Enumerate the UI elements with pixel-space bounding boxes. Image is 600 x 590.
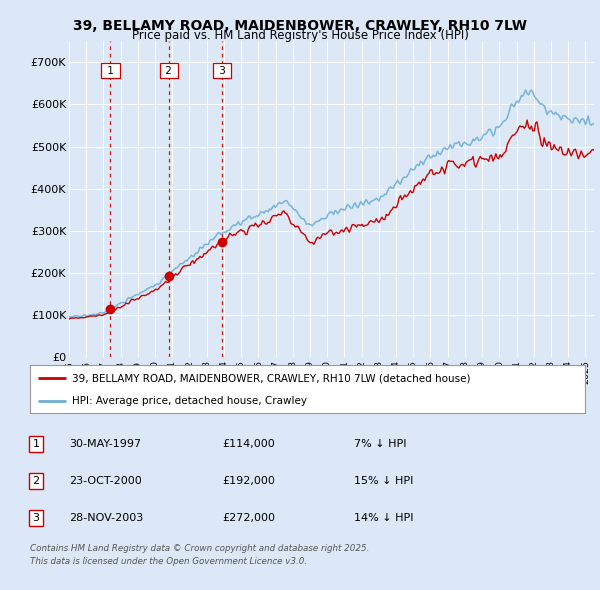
Text: 39, BELLAMY ROAD, MAIDENBOWER, CRAWLEY, RH10 7LW (detached house): 39, BELLAMY ROAD, MAIDENBOWER, CRAWLEY, … [71, 373, 470, 383]
Text: 15% ↓ HPI: 15% ↓ HPI [354, 476, 413, 486]
Text: HPI: Average price, detached house, Crawley: HPI: Average price, detached house, Craw… [71, 396, 307, 406]
Text: 1: 1 [104, 65, 117, 76]
Text: £114,000: £114,000 [222, 440, 275, 449]
Text: Price paid vs. HM Land Registry's House Price Index (HPI): Price paid vs. HM Land Registry's House … [131, 30, 469, 42]
Text: 2: 2 [32, 476, 40, 486]
Text: 23-OCT-2000: 23-OCT-2000 [69, 476, 142, 486]
Text: 28-NOV-2003: 28-NOV-2003 [69, 513, 143, 523]
Text: This data is licensed under the Open Government Licence v3.0.: This data is licensed under the Open Gov… [30, 558, 307, 566]
Text: 39, BELLAMY ROAD, MAIDENBOWER, CRAWLEY, RH10 7LW: 39, BELLAMY ROAD, MAIDENBOWER, CRAWLEY, … [73, 19, 527, 33]
Text: 1: 1 [32, 440, 40, 449]
Text: Contains HM Land Registry data © Crown copyright and database right 2025.: Contains HM Land Registry data © Crown c… [30, 545, 370, 553]
Text: 3: 3 [215, 65, 229, 76]
Text: 3: 3 [32, 513, 40, 523]
Text: £192,000: £192,000 [222, 476, 275, 486]
Text: 2: 2 [163, 65, 176, 76]
Text: 7% ↓ HPI: 7% ↓ HPI [354, 440, 407, 449]
Text: £272,000: £272,000 [222, 513, 275, 523]
Text: 14% ↓ HPI: 14% ↓ HPI [354, 513, 413, 523]
Text: 30-MAY-1997: 30-MAY-1997 [69, 440, 141, 449]
